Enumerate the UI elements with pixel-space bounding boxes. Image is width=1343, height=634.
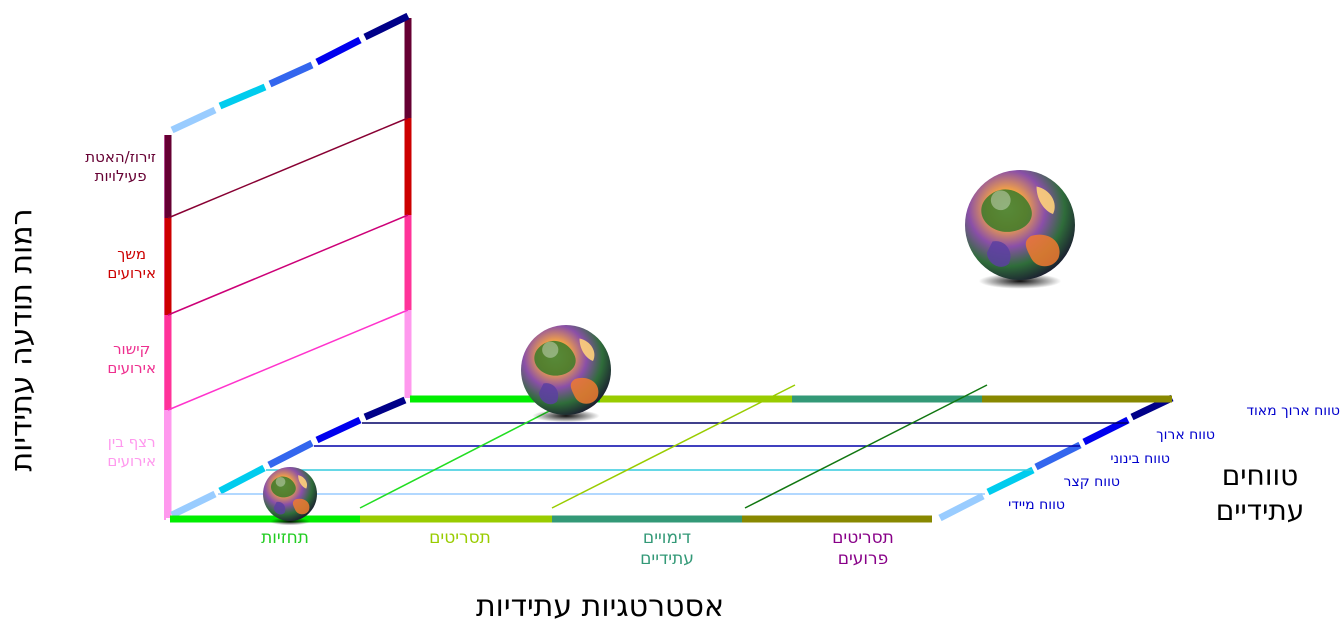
level-label-1-line2: אירועים	[107, 451, 156, 470]
depth-axis-title: טווחים עתידיים	[1185, 458, 1335, 528]
horizontal-axis-title: אסטרטגיות עתידיות	[475, 589, 725, 624]
level-label-1-line1: רצף בין	[107, 433, 156, 451]
level-label-2-line2: אירועים	[107, 358, 156, 377]
strategy-label-2: תסריטים	[405, 528, 515, 549]
range-grid-lines	[218, 422, 1128, 495]
floor-right-seg-3	[1034, 441, 1082, 471]
level-label-4-line2: פעילויות	[94, 166, 147, 185]
strategy-label-1: תחזיות	[230, 528, 340, 549]
range-label-1: טווח מיידי	[1008, 497, 1065, 513]
top-range-seg-2	[218, 83, 267, 110]
vertical-axis-title: רמות תודעה עתידיות	[0, 0, 44, 634]
level-label-3-line2: אירועים	[107, 263, 156, 282]
strategy-label-4: תסריטים פרועים	[808, 528, 918, 571]
strategy-label-4-line2: פרועים	[837, 549, 889, 570]
strategy-label-3-line1: דימויים	[642, 528, 692, 548]
level-label-2-line1: קישור	[113, 340, 151, 358]
level-label-1: רצף בין אירועים	[107, 433, 156, 471]
range-label-5: טווח ארוך מאוד	[1246, 403, 1340, 419]
level-label-3: משך אירועים	[107, 245, 156, 283]
range-label-2: טווח קצר	[1063, 474, 1120, 490]
strategy-label-3-line2: עתידיים	[640, 549, 694, 570]
vertical-axis-title-text: רמות תודעה עתידיות	[4, 208, 40, 472]
range-label-3: טווח בינוני	[1110, 451, 1170, 467]
level-label-2: קישור אירועים	[107, 340, 156, 378]
floor-right-seg-2	[986, 466, 1035, 496]
strategy-label-4-line1: תסריטים	[832, 528, 894, 548]
floor-right-seg-1	[938, 492, 985, 522]
strategy-label-1-line1: תחזיות	[261, 528, 309, 548]
strategy-divider-2	[551, 384, 796, 509]
level-connector-2	[167, 214, 409, 316]
floor-left-seg-1	[170, 490, 217, 519]
floor-left-seg-2	[218, 464, 266, 495]
floor-left-seg-4	[315, 416, 362, 444]
level-label-4-line1: זירוז/האטת	[85, 148, 156, 166]
level-connector-3	[167, 117, 409, 219]
strategy-divider-3	[744, 384, 988, 509]
level-label-4: זירוז/האטת פעילויות	[85, 148, 156, 186]
left-floor-range-segments	[170, 396, 407, 519]
top-range-segments	[170, 12, 410, 134]
floor-left-seg-3	[267, 439, 314, 469]
level-connector-1	[167, 309, 409, 411]
depth-axis-title-line1: טווחים	[1221, 459, 1299, 492]
level-connectors	[167, 117, 409, 411]
depth-axis-title-line2: עתידיים	[1215, 494, 1305, 527]
top-range-seg-1	[170, 106, 217, 134]
top-range-seg-3	[268, 61, 314, 88]
globe-icon	[965, 170, 1075, 289]
strategy-label-2-line1: תסריטים	[429, 528, 491, 548]
top-range-seg-5	[363, 12, 410, 41]
top-range-seg-4	[315, 36, 362, 66]
floor-left-seg-5	[363, 396, 407, 421]
strategy-label-3: דימויים עתידיים	[612, 528, 722, 571]
range-label-4: טווח ארוך	[1156, 427, 1215, 443]
level-label-3-line1: משך	[117, 245, 147, 263]
globe-icon	[521, 325, 611, 423]
